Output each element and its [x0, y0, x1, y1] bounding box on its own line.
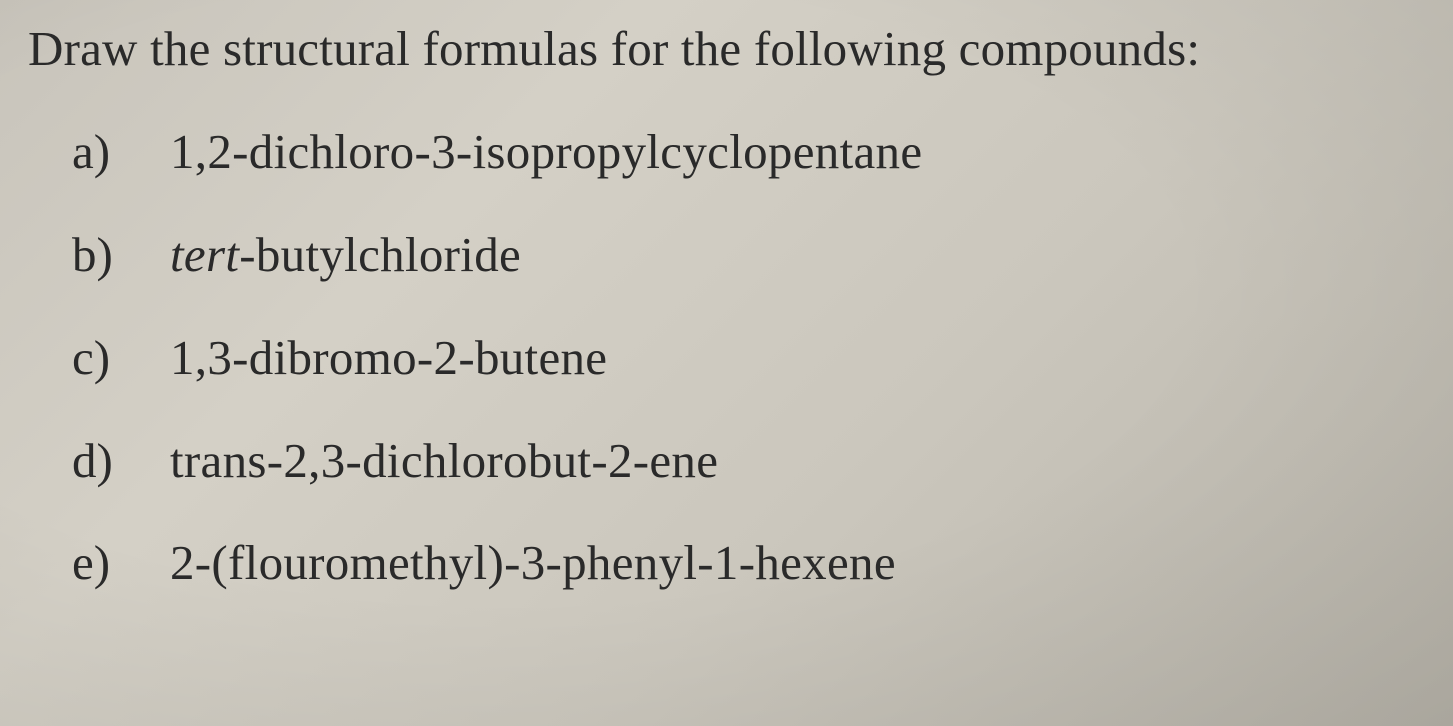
list-item: c) 1,3-dibromo-2-butene	[72, 329, 1433, 388]
item-letter: a)	[72, 123, 170, 182]
list-item: e) 2-(flouromethyl)-3-phenyl-1-hexene	[72, 534, 1433, 593]
question-prompt: Draw the structural formulas for the fol…	[28, 18, 1433, 79]
item-letter: e)	[72, 534, 170, 593]
compound-name: tert-butylchloride	[170, 226, 521, 285]
compound-name: 1,2-dichloro-3-isopropylcyclopentane	[170, 123, 922, 182]
list-item: b) tert-butylchloride	[72, 226, 1433, 285]
compound-name: 2-(flouromethyl)-3-phenyl-1-hexene	[170, 534, 896, 593]
item-letter: d)	[72, 432, 170, 491]
item-letter: c)	[72, 329, 170, 388]
italic-prefix: tert	[170, 227, 239, 282]
compound-name: trans-2,3-dichlorobut-2-ene	[170, 432, 718, 491]
worksheet-page: Draw the structural formulas for the fol…	[0, 0, 1453, 593]
compound-name: 1,3-dibromo-2-butene	[170, 329, 607, 388]
list-item: a) 1,2-dichloro-3-isopropylcyclopentane	[72, 123, 1433, 182]
list-item: d) trans-2,3-dichlorobut-2-ene	[72, 432, 1433, 491]
compound-list: a) 1,2-dichloro-3-isopropylcyclopentane …	[28, 123, 1433, 593]
name-rest: -butylchloride	[239, 227, 521, 282]
item-letter: b)	[72, 226, 170, 285]
